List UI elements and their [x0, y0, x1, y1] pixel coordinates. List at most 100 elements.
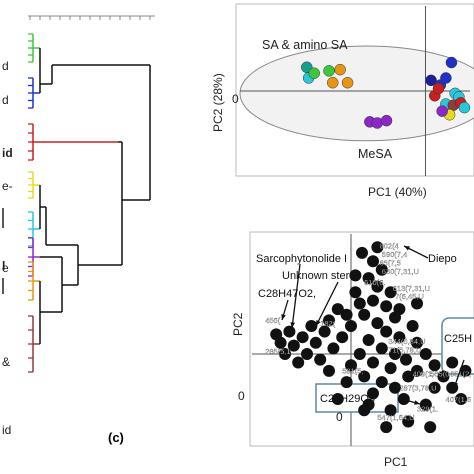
loadings-point-label: 581(5,: [342, 367, 363, 376]
loadings-highlight-box-c25: [441, 317, 474, 375]
loadings-point-label: 287(3,78,U: [399, 384, 436, 393]
loadings-point: [406, 319, 419, 332]
scores-point: [440, 72, 452, 84]
loadings-point: [331, 303, 344, 316]
loadings-y-tick-0: 0: [238, 389, 245, 403]
dendrogram-leaf-label: l: [2, 259, 5, 273]
loadings-point-label: 182(: [320, 319, 336, 328]
dendrogram-leaf-label: d: [2, 59, 9, 73]
scores-point: [323, 65, 335, 77]
loadings-point: [428, 359, 441, 372]
scores-point: [308, 67, 320, 79]
scores-point: [436, 105, 448, 117]
loadings-point: [331, 393, 344, 406]
loadings-point: [428, 381, 441, 394]
loadings-point: [340, 376, 353, 389]
loadings-point: [362, 398, 375, 411]
loadings-point: [384, 286, 397, 299]
dendrogram-panel: d d id e-el & id (c): [2, 15, 155, 445]
loadings-point-label: 651(2,: [450, 370, 471, 379]
loadings-point: [362, 272, 375, 285]
loadings-point: [411, 336, 423, 349]
loadings-point: [437, 370, 450, 383]
loadings-point: [371, 241, 384, 254]
loadings-point: [384, 404, 397, 417]
loadings-point: [353, 297, 366, 310]
loadings-point: [380, 300, 393, 313]
loadings-point: [367, 255, 379, 268]
loadings-point-label: 590(7,4: [382, 250, 407, 259]
loadings-annotation-diepo: Diepo: [428, 253, 457, 265]
loadings-point: [389, 381, 401, 394]
loadings-point: [446, 356, 459, 369]
loadings-point: [419, 348, 432, 361]
loadings-point: [411, 297, 423, 310]
scores-points: [301, 56, 471, 129]
loadings-point: [279, 348, 291, 361]
scores-annotation-sa: SA & amino SA: [262, 38, 348, 52]
loadings-x-tick-0: 0: [336, 410, 343, 424]
dendrogram-leaf-label: id: [2, 423, 11, 437]
loadings-point: [323, 314, 335, 327]
loadings-point-label: 329(1.: [417, 405, 438, 414]
scores-point: [432, 82, 445, 95]
loadings-annotation-sarcophytonolide: Sarcophytonolide I: [256, 253, 347, 265]
scores-y-tick-0: 0: [232, 92, 239, 106]
scores-point: [334, 63, 346, 76]
loadings-point: [327, 342, 340, 355]
loadings-point-label: 285(5,1: [265, 347, 290, 356]
loadings-point: [349, 286, 362, 299]
loadings-point: [367, 356, 379, 369]
loadings-point-label: 409(1,: [413, 370, 434, 379]
arrow-c28-head: [281, 314, 286, 320]
loadings-point: [356, 246, 368, 259]
loadings-point: [345, 319, 357, 332]
loadings-point: [375, 263, 388, 276]
loadings-point: [283, 325, 296, 338]
loadings-annotation-c21: C21H29O3: [320, 393, 375, 405]
loadings-point: [384, 362, 397, 375]
loadings-point: [336, 331, 349, 344]
arrow-c21-head: [414, 400, 420, 405]
dendrogram-leaf-label: e-: [2, 179, 13, 193]
loadings-ylabel: PC2: [231, 312, 245, 336]
loadings-highlight-boxes: [315, 317, 474, 413]
scores-annotation-mesa: MeSA: [358, 147, 393, 161]
dendrogram-leaf-label: d: [2, 93, 9, 107]
loadings-point: [358, 370, 371, 383]
confidence-ellipse: [239, 45, 474, 142]
arrow-sterol: [315, 281, 339, 327]
arrow-sterol-head: [316, 320, 321, 326]
dendrogram-leaf-labels: d d id e-el & id: [2, 59, 13, 437]
arrow-diepo-head: [404, 246, 410, 251]
scores-ylabel: PC2 (28%): [211, 73, 225, 132]
loadings-point-label: 7(6,45,U: [395, 292, 424, 301]
loadings-point-label: 565(0: [430, 370, 449, 379]
loadings-point: [296, 331, 309, 344]
loadings-point-label: 510(6.: [364, 278, 385, 287]
dendrogram-leaf-label: &: [2, 355, 10, 369]
dendrogram-axis-ticks: [29, 16, 151, 20]
loadings-xlabel: PC1: [384, 455, 408, 469]
loadings-point-label: 613(7,31,U: [393, 284, 430, 293]
loadings-point: [270, 328, 283, 341]
loadings-point: [455, 393, 467, 406]
loadings-point: [301, 348, 313, 361]
loadings-point: [424, 421, 437, 434]
loadings-point: [362, 334, 375, 346]
loadings-point-label: 65(7,5: [380, 259, 401, 268]
scores-xlabel: PC1 (40%): [368, 185, 427, 199]
loadings-point: [375, 342, 388, 355]
dendrogram-leaf-label: e: [2, 261, 9, 275]
loadings-point: [345, 359, 357, 372]
loadings-point: [314, 353, 327, 366]
loadings-point: [393, 331, 406, 344]
scores-point: [425, 74, 437, 87]
arrow-sarcophytonolide: [291, 263, 301, 329]
loadings-point: [380, 325, 393, 338]
loadings-point: [400, 353, 412, 366]
loadings-point: [305, 319, 318, 332]
loadings-point: [318, 325, 331, 338]
loadings-annotation-sterol: Unknown sterol: [282, 270, 358, 282]
